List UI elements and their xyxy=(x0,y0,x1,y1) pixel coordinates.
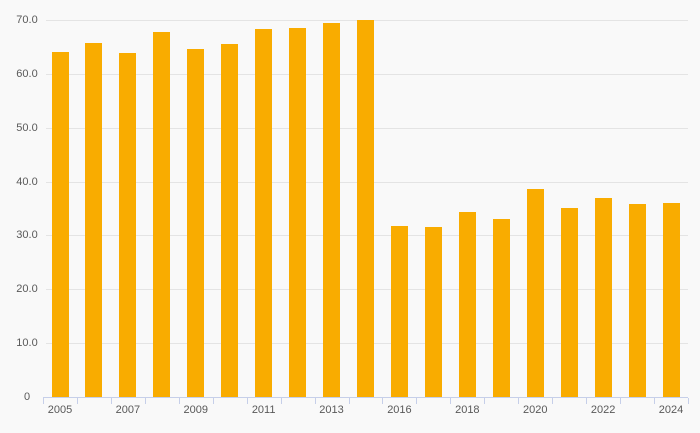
y-axis-label: 40.0 xyxy=(16,175,38,188)
y-axis-label: 30.0 xyxy=(16,229,38,242)
y-axis-label: 70.0 xyxy=(16,14,38,26)
bar[interactable] xyxy=(187,49,205,397)
bar[interactable] xyxy=(594,198,612,397)
bar[interactable] xyxy=(662,203,680,397)
bar[interactable] xyxy=(628,204,646,397)
x-axis-label: 2024 xyxy=(658,404,684,416)
x-axis-label: 2022 xyxy=(590,404,616,416)
bar[interactable] xyxy=(323,23,341,397)
y-axis-label: 10.0 xyxy=(16,337,38,350)
bar[interactable] xyxy=(221,44,239,397)
x-axis-tick xyxy=(43,398,44,404)
x-axis-tick xyxy=(552,398,553,404)
bar[interactable] xyxy=(424,227,442,397)
y-axis-label: 50.0 xyxy=(16,121,38,134)
x-axis-tick xyxy=(247,398,248,404)
x-axis-label: 2018 xyxy=(455,404,480,416)
x-axis-tick xyxy=(281,398,282,404)
x-axis-tick xyxy=(586,398,587,404)
bar[interactable] xyxy=(51,52,69,397)
x-axis-label: 2016 xyxy=(387,404,412,416)
bar[interactable] xyxy=(119,53,137,397)
x-axis-tick xyxy=(349,398,350,404)
x-axis-tick xyxy=(315,398,316,404)
x-axis-tick xyxy=(688,398,689,404)
x-axis-tick xyxy=(450,398,451,404)
x-axis-tick xyxy=(111,398,112,404)
x-axis-label: 2011 xyxy=(251,404,276,416)
x-axis-label: 2013 xyxy=(319,404,344,416)
bar[interactable] xyxy=(85,43,103,397)
x-axis-tick xyxy=(654,398,655,404)
y-axis-label: 60.0 xyxy=(16,67,38,80)
x-axis-label: 2020 xyxy=(522,404,548,416)
x-axis-label: 2009 xyxy=(183,404,208,416)
bar[interactable] xyxy=(492,219,510,397)
bar[interactable] xyxy=(255,29,273,397)
x-axis-label: 2005 xyxy=(47,404,73,416)
x-axis-tick xyxy=(484,398,485,404)
bar[interactable] xyxy=(458,212,476,397)
x-axis-line xyxy=(43,397,688,398)
x-axis-tick xyxy=(518,398,519,404)
x-axis-tick xyxy=(145,398,146,404)
x-axis-tick xyxy=(416,398,417,404)
x-axis-tick xyxy=(77,398,78,404)
bar[interactable] xyxy=(357,20,374,397)
x-axis-tick xyxy=(213,398,214,404)
x-axis-tick xyxy=(382,398,383,404)
x-axis-tick xyxy=(620,398,621,404)
bar[interactable] xyxy=(390,226,408,397)
bar[interactable] xyxy=(526,189,544,397)
y-axis-label: 0 xyxy=(23,391,31,403)
bar[interactable] xyxy=(289,28,307,397)
y-axis-label: 20.0 xyxy=(16,283,38,296)
bar[interactable] xyxy=(153,32,171,397)
x-axis-tick xyxy=(179,398,180,404)
x-axis-label: 2007 xyxy=(115,404,141,416)
bar[interactable] xyxy=(560,208,578,397)
